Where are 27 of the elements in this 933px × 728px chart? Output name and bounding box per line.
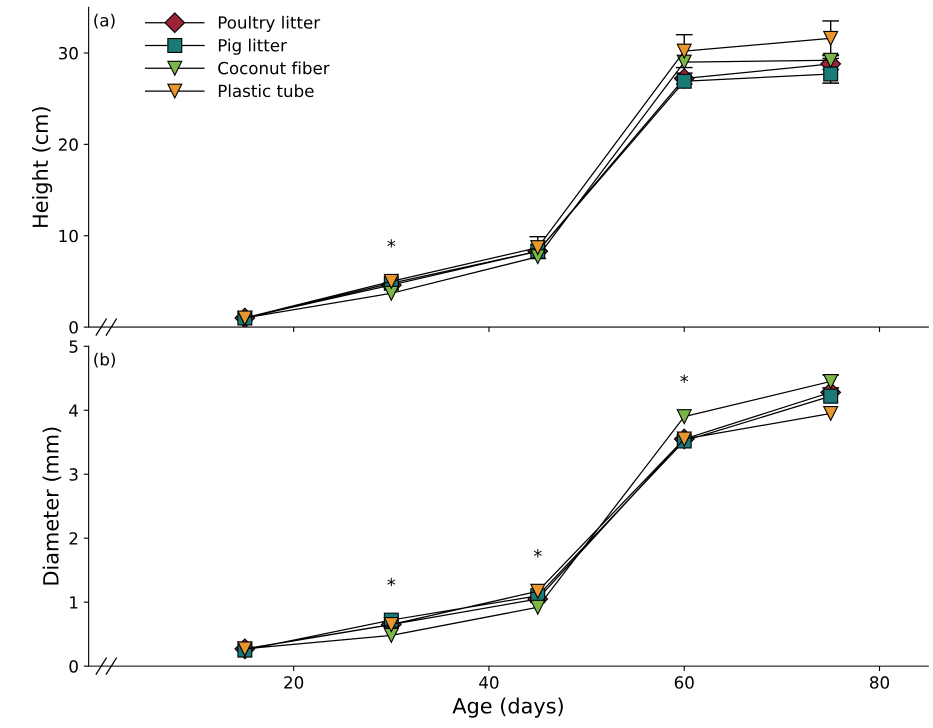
legend-label: Coconut fiber [218,61,330,74]
x-tick-label: 80 [870,676,890,689]
legend-label: Plastic tube [218,84,314,98]
y-tick-label: 2 [70,532,78,545]
y-tick-label: 5 [70,340,78,353]
annotation: * [387,239,396,248]
annotation: * [534,549,542,558]
y-tick-label: 3 [70,468,78,481]
x-tick-label: 40 [479,676,498,689]
y-tick-label: 0 [69,321,78,334]
x-tick-label: 60 [674,676,694,689]
legend-label: Pig litter [218,38,287,55]
y-tick-label: 20 [58,138,78,151]
y-axis-title: Diameter (mm) [42,428,62,585]
y-tick-label: 10 [60,230,78,242]
y-tick-label: 4 [69,404,78,417]
y-tick-label: 1 [70,596,78,608]
x-tick-label: 20 [284,676,304,689]
annotation: (a) [94,14,115,29]
y-tick-label: 30 [58,46,78,60]
x-axis-title: Age (days) [452,698,563,718]
annotation: * [387,578,396,586]
y-axis-title: Height (cm) [32,107,52,227]
annotation: * [680,374,688,383]
annotation: (b) [94,352,115,368]
legend-label: Poultry litter [218,16,320,32]
y-tick-label: 0 [69,660,78,673]
